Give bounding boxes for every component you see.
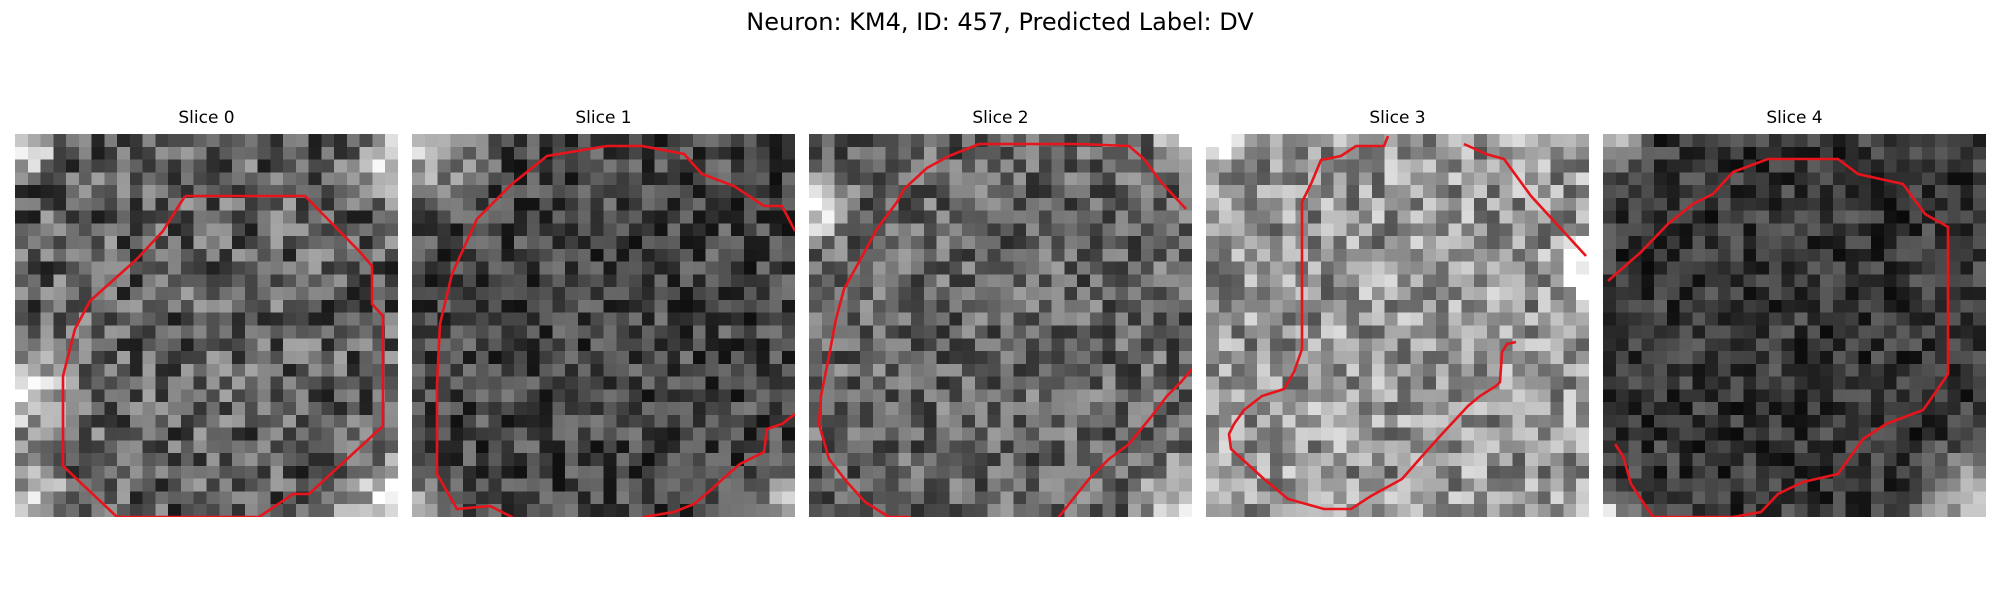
slice-panel-2: Slice 2 [809, 108, 1192, 518]
slice-title: Slice 3 [1369, 108, 1426, 128]
segmentation-contour [1607, 157, 1950, 517]
slice-title: Slice 0 [178, 108, 235, 128]
slice-image-2 [809, 134, 1192, 517]
segmentation-contour [61, 194, 385, 517]
grayscale-slice-image [1206, 134, 1589, 517]
grayscale-slice-image [809, 134, 1192, 517]
slice-image-3 [1206, 134, 1589, 517]
grayscale-slice-image [15, 134, 398, 517]
slice-title: Slice 1 [575, 108, 632, 128]
segmentation-contour [435, 144, 795, 517]
segmentation-contour [817, 142, 1192, 517]
slice-image-0 [15, 134, 398, 517]
slice-title: Slice 2 [972, 108, 1029, 128]
segmentation-contour [1227, 135, 1587, 511]
slice-panel-0: Slice 0 [15, 108, 398, 518]
slice-image-4 [1603, 134, 1986, 517]
figure-title: Neuron: KM4, ID: 457, Predicted Label: D… [746, 8, 1254, 36]
grayscale-slice-image [412, 134, 795, 517]
grayscale-slice-image [1603, 134, 1986, 517]
slice-panel-1: Slice 1 [412, 108, 795, 518]
slice-image-1 [412, 134, 795, 517]
slice-panel-3: Slice 3 [1206, 108, 1589, 518]
slice-title: Slice 4 [1766, 108, 1823, 128]
slice-panel-4: Slice 4 [1603, 108, 1986, 518]
